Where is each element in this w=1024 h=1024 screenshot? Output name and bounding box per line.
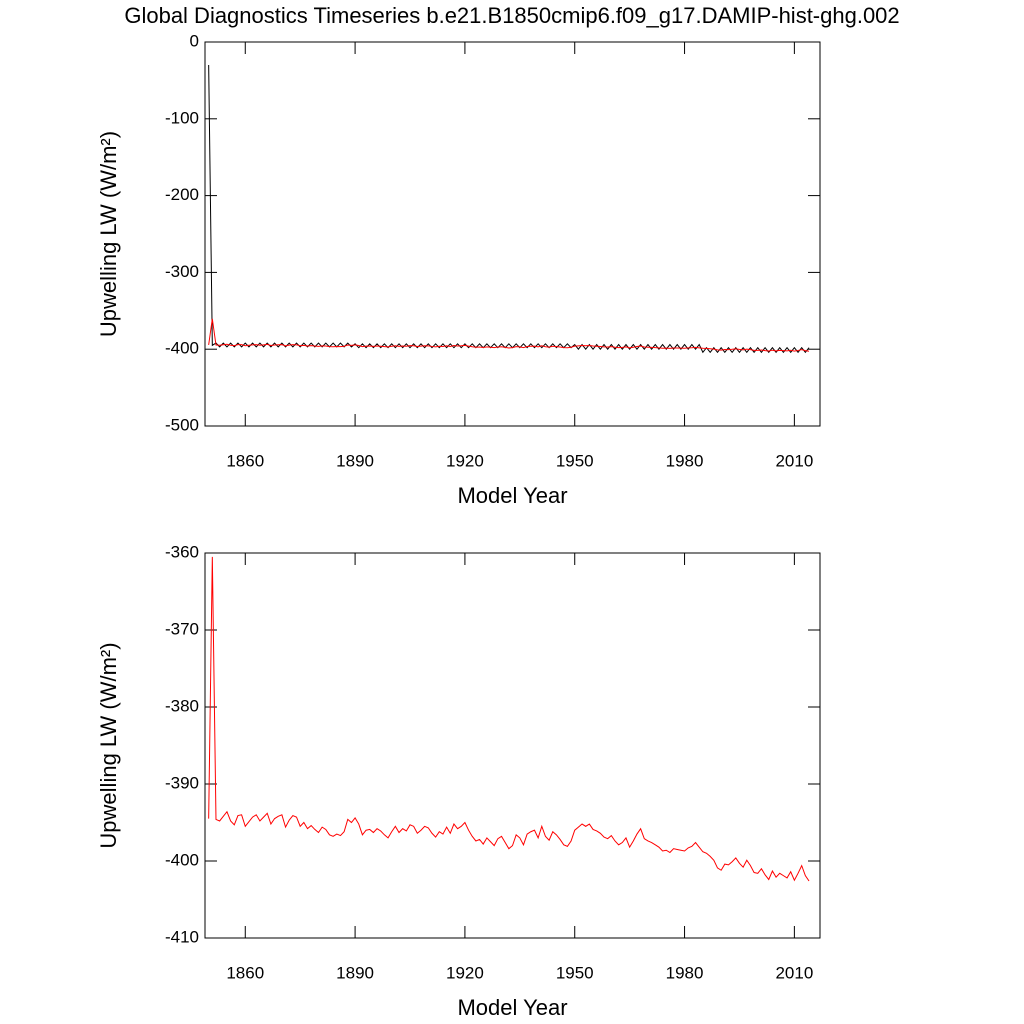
- x-tick-label: 2010: [775, 963, 813, 982]
- y-tick-label: -500: [165, 415, 199, 434]
- x-tick-label: 1920: [446, 963, 484, 982]
- y-tick-label: -390: [165, 773, 199, 792]
- y-tick-label: -400: [165, 339, 199, 358]
- y-tick-label: -370: [165, 619, 199, 638]
- plot-frame: [204, 552, 821, 939]
- y-tick-label: -380: [165, 696, 199, 715]
- x-tick-label: 1950: [556, 451, 594, 470]
- x-tick-label: 1890: [336, 963, 374, 982]
- x-tick-label: 1860: [226, 451, 264, 470]
- y-tick-label: -100: [165, 108, 199, 127]
- y-tick-label: -200: [165, 185, 199, 204]
- y-tick-label: -360: [165, 542, 199, 561]
- y-tick-label: -300: [165, 262, 199, 281]
- x-tick-label: 2010: [775, 451, 813, 470]
- x-tick-label: 1890: [336, 451, 374, 470]
- x-tick-label: 1920: [446, 451, 484, 470]
- x-tick-label: 1860: [226, 963, 264, 982]
- y-tick-label: -400: [165, 850, 199, 869]
- x-axis-label: Model Year: [457, 995, 567, 1020]
- y-tick-label: -410: [165, 927, 199, 946]
- chart-title: Global Diagnostics Timeseries b.e21.B185…: [124, 3, 899, 28]
- data-line: [208, 318, 810, 352]
- y-axis-label: Upwelling LW (W/m²): [96, 131, 121, 337]
- plot-frame: [204, 41, 821, 427]
- y-tick-label: 0: [190, 31, 199, 50]
- x-axis-label: Model Year: [457, 483, 567, 508]
- x-tick-label: 1980: [666, 451, 704, 470]
- x-tick-label: 1950: [556, 963, 594, 982]
- data-line: [208, 556, 810, 882]
- y-axis-label: Upwelling LW (W/m²): [96, 642, 121, 848]
- x-tick-label: 1980: [666, 963, 704, 982]
